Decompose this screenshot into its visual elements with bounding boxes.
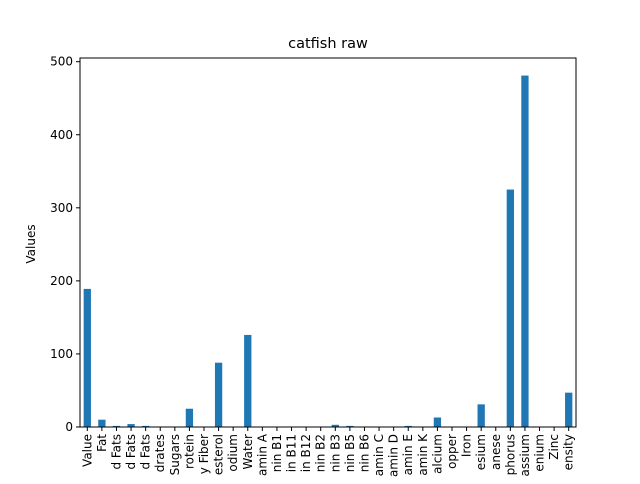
x-tick-label: amin D	[387, 434, 401, 477]
bar-33	[565, 392, 573, 427]
bar-18	[346, 425, 354, 427]
bar-22	[404, 425, 412, 427]
bar-3	[127, 424, 135, 427]
x-tick-label: drates	[153, 434, 167, 472]
bar-7	[185, 408, 194, 427]
y-tick-label: 500	[50, 55, 73, 69]
x-tick-label: alcium	[430, 434, 444, 474]
x-tick-label: nin B2	[314, 434, 328, 472]
x-tick-label: nin B3	[328, 434, 342, 472]
bar-11	[244, 334, 252, 427]
y-tick-label: 0	[65, 420, 73, 434]
x-tick-label: phorus	[503, 434, 517, 475]
x-tick-label: nin B5	[343, 434, 357, 472]
x-tick-label: odium	[226, 434, 240, 472]
x-tick-label: amin C	[372, 434, 386, 476]
y-tick-label: 400	[50, 128, 73, 142]
x-tick-label: Iron	[460, 434, 474, 457]
x-tick-label: anese	[489, 434, 503, 470]
x-tick-label: rotein	[182, 434, 196, 469]
bar-27	[477, 404, 485, 427]
bar-29	[506, 189, 514, 427]
bar-2	[112, 425, 121, 427]
x-tick-label: d Fats	[139, 434, 153, 470]
bar-0	[83, 288, 91, 427]
x-tick-label: ensity	[562, 434, 576, 470]
x-tick-label: opper	[445, 434, 459, 469]
x-tick-label: amin E	[401, 434, 415, 475]
bar-30	[521, 75, 529, 428]
x-tick-label: Zinc	[547, 434, 561, 460]
y-axis-ticks: 0 100 200 300 400 500	[50, 55, 80, 434]
bar-4	[142, 425, 150, 427]
x-tick-label: d Fats	[124, 434, 138, 470]
x-tick-label: enium	[533, 434, 547, 472]
x-tick-label: esium	[474, 434, 488, 470]
bar-9	[214, 362, 223, 427]
chart-title: catfish raw	[288, 36, 368, 52]
x-tick-label: amin A	[255, 433, 269, 476]
y-axis-label: Values	[24, 224, 38, 263]
x-tick-label: d Fats	[109, 434, 123, 470]
y-tick-label: 100	[50, 347, 73, 361]
bar-17	[331, 424, 339, 427]
y-tick-label: 300	[50, 201, 73, 215]
x-tick-label: Fat	[95, 434, 109, 452]
x-tick-label: y Fiber	[197, 434, 211, 474]
x-tick-label: amin K	[416, 433, 430, 476]
x-tick-label: nin B6	[357, 434, 371, 472]
x-tick-label: Value	[80, 434, 94, 467]
x-tick-label: esterol	[212, 434, 226, 475]
x-tick-label: in B12	[299, 434, 313, 472]
bar-1	[98, 419, 106, 427]
bars	[83, 75, 573, 428]
y-tick-label: 200	[50, 274, 73, 288]
x-tick-label: Water	[241, 434, 255, 470]
x-tick-label: in B11	[285, 434, 299, 472]
x-tick-label: Sugars	[168, 434, 182, 475]
x-tick-label: assium	[518, 434, 532, 477]
x-tick-label: nin B1	[270, 434, 284, 472]
plot-frame	[79, 57, 577, 428]
bar-24	[433, 417, 442, 427]
x-axis-ticks: Value Fat d Fats d Fats d Fats drates Sugars ro…	[80, 427, 576, 477]
